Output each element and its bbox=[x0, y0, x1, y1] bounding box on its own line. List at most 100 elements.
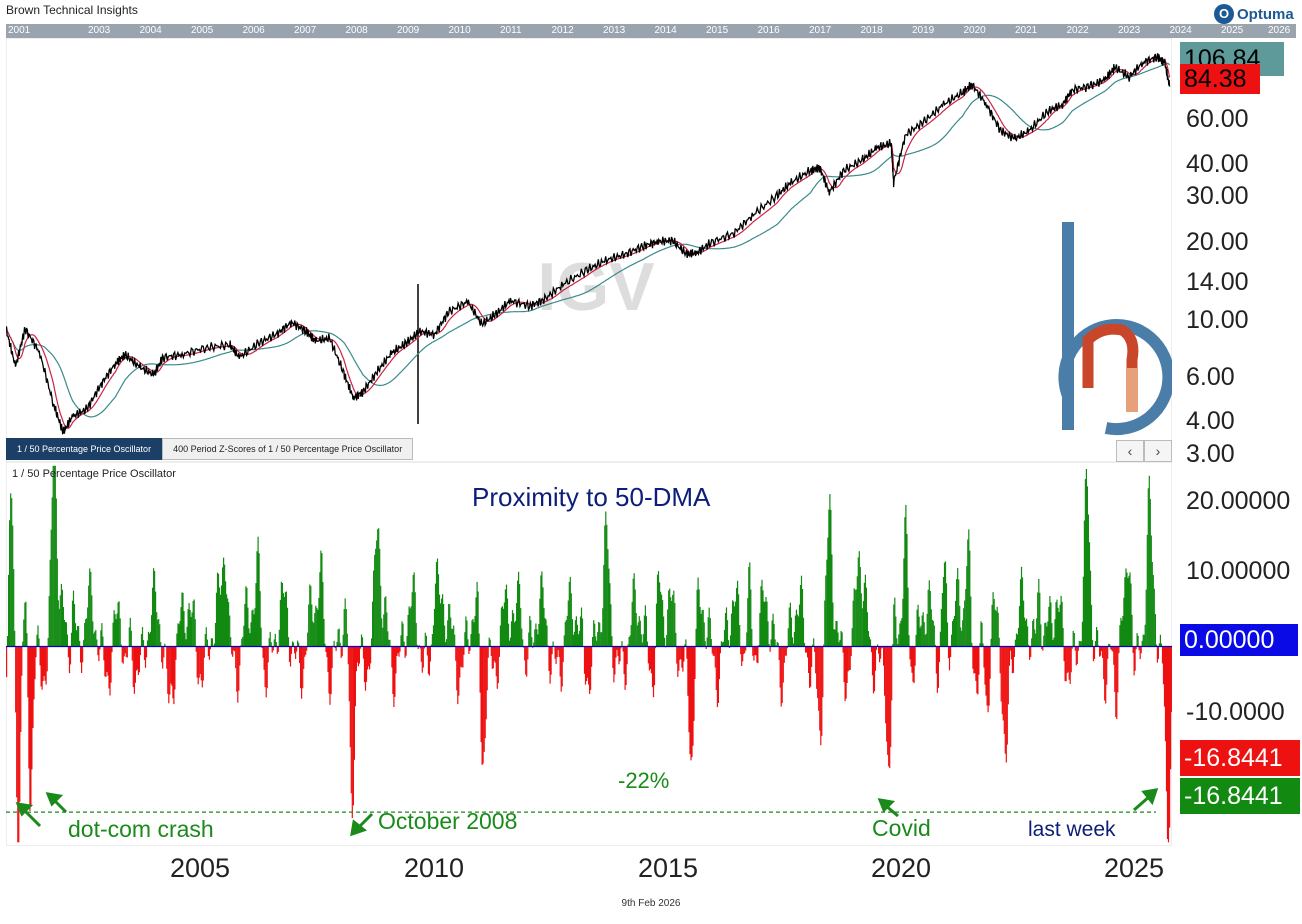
osc-bar-positive bbox=[725, 607, 728, 647]
osc-bar-positive bbox=[470, 634, 472, 647]
osc-bar-positive bbox=[336, 641, 338, 647]
osc-bar-positive bbox=[70, 632, 73, 647]
osc-bar-positive bbox=[538, 624, 540, 647]
osc-bar-negative bbox=[82, 646, 84, 663]
osc-bar-negative bbox=[199, 646, 201, 674]
osc-bar-positive bbox=[77, 626, 79, 647]
osc-bar-negative bbox=[1170, 646, 1172, 770]
osc-bar-positive bbox=[381, 618, 383, 647]
osc-bar-positive bbox=[905, 504, 907, 647]
tab-zscore[interactable]: 400 Period Z-Scores of 1 / 50 Percentage… bbox=[162, 438, 414, 460]
next-arrow-icon[interactable]: › bbox=[1144, 440, 1172, 462]
tab-ppo[interactable]: 1 / 50 Percentage Price Oscillator bbox=[6, 438, 163, 460]
osc-bar-negative bbox=[819, 646, 821, 731]
osc-bar-positive bbox=[1057, 607, 1059, 647]
osc-bar-positive bbox=[96, 639, 98, 647]
osc-bar-negative bbox=[784, 646, 786, 656]
osc-bar-negative bbox=[1093, 646, 1096, 659]
osc-bar-negative bbox=[1099, 646, 1101, 657]
osc-bar-positive bbox=[249, 633, 251, 647]
osc-bar-positive bbox=[571, 619, 573, 647]
osc-bar-negative bbox=[1166, 646, 1169, 840]
osc-bar-positive bbox=[579, 616, 582, 647]
osc-bar-positive bbox=[217, 573, 220, 647]
osc-bar-positive bbox=[544, 618, 546, 647]
osc-bar-negative bbox=[195, 646, 197, 652]
osc-bar-positive bbox=[298, 642, 300, 647]
osc-bar-positive bbox=[386, 612, 388, 647]
prev-arrow-icon[interactable]: ‹ bbox=[1116, 440, 1144, 462]
osc-bar-positive bbox=[49, 559, 51, 647]
osc-bar-negative bbox=[303, 646, 305, 669]
osc-bar-positive bbox=[115, 619, 117, 647]
osc-bar-positive bbox=[436, 558, 439, 647]
osc-bar-negative bbox=[743, 646, 745, 655]
osc-bar-negative bbox=[843, 646, 845, 683]
osc-bar-positive bbox=[1023, 600, 1025, 647]
osc-bar-negative bbox=[362, 646, 365, 659]
osc-bar-positive bbox=[933, 625, 935, 647]
osc-bar-positive bbox=[269, 631, 271, 647]
osc-bar-negative bbox=[1106, 646, 1108, 685]
osc-bar-positive bbox=[120, 644, 122, 647]
osc-bar-negative bbox=[977, 646, 979, 695]
timeline-navigator[interactable]: 2001 2003 2004 2005 2006 2007 2008 2009 2010 2011… bbox=[6, 24, 1296, 38]
osc-bar-negative bbox=[649, 646, 651, 669]
osc-bar-positive bbox=[1062, 628, 1064, 647]
osc-bar-negative bbox=[1112, 646, 1114, 652]
osc-bar-negative bbox=[677, 646, 679, 677]
osc-bar-positive bbox=[595, 636, 597, 647]
osc-bar-positive bbox=[339, 642, 341, 647]
osc-bar-negative bbox=[457, 646, 459, 705]
osc-bar-negative bbox=[461, 646, 463, 668]
osc-bar-positive bbox=[283, 596, 285, 647]
osc-bar-positive bbox=[1050, 602, 1052, 647]
osc-bar-positive bbox=[671, 600, 673, 647]
osc-bar-positive bbox=[13, 569, 15, 647]
osc-bar-positive bbox=[930, 609, 932, 647]
osc-bar-negative bbox=[583, 646, 586, 674]
osc-bar-negative bbox=[485, 646, 487, 720]
osc-bar-positive bbox=[749, 562, 751, 647]
osc-bar-negative bbox=[556, 646, 558, 658]
osc-bar-positive bbox=[268, 638, 270, 647]
osc-bar-negative bbox=[680, 646, 682, 660]
osc-bar-negative bbox=[947, 646, 950, 659]
osc-bar-positive bbox=[152, 587, 154, 647]
nav-year-label: 2015 bbox=[706, 25, 729, 36]
osc-bar-positive bbox=[489, 639, 491, 647]
osc-bar-positive bbox=[246, 587, 248, 647]
nav-year-label: 2014 bbox=[654, 25, 677, 36]
osc-bar-positive bbox=[539, 598, 541, 647]
osc-bar-positive bbox=[929, 591, 931, 647]
osc-bar-negative bbox=[455, 646, 457, 661]
osc-bar-positive bbox=[606, 524, 608, 647]
osc-bar-positive bbox=[636, 625, 638, 647]
osc-bar-positive bbox=[643, 615, 645, 647]
osc-bar-positive bbox=[700, 613, 702, 647]
osc-bar-negative bbox=[306, 646, 308, 651]
price-tick-30: 30.00 bbox=[1186, 182, 1249, 210]
osc-bar-positive bbox=[88, 585, 90, 647]
osc-bar-positive bbox=[568, 581, 570, 647]
osc-bar-negative bbox=[1118, 646, 1120, 654]
osc-bar-positive bbox=[633, 573, 635, 647]
osc-bar-positive bbox=[128, 627, 130, 647]
osc-tick-10: 10.00000 bbox=[1186, 557, 1291, 585]
oscillator-chart[interactable] bbox=[6, 462, 1172, 846]
osc-bar-positive bbox=[191, 612, 193, 647]
osc-bar-positive bbox=[1137, 635, 1139, 647]
osc-bar-negative bbox=[301, 646, 303, 699]
osc-bar-negative bbox=[938, 646, 940, 663]
osc-bar-negative bbox=[121, 646, 123, 663]
osc-bar-negative bbox=[781, 646, 783, 704]
osc-bar-positive bbox=[838, 642, 840, 647]
osc-bar-negative bbox=[169, 646, 171, 695]
osc-bar-negative bbox=[1101, 646, 1103, 652]
osc-bar-positive bbox=[506, 598, 509, 647]
osc-bar-negative bbox=[289, 646, 292, 667]
osc-bar-positive bbox=[189, 610, 191, 647]
osc-bar-negative bbox=[848, 646, 850, 671]
osc-bar-positive bbox=[58, 608, 60, 647]
price-chart[interactable]: IGV bbox=[6, 38, 1172, 462]
